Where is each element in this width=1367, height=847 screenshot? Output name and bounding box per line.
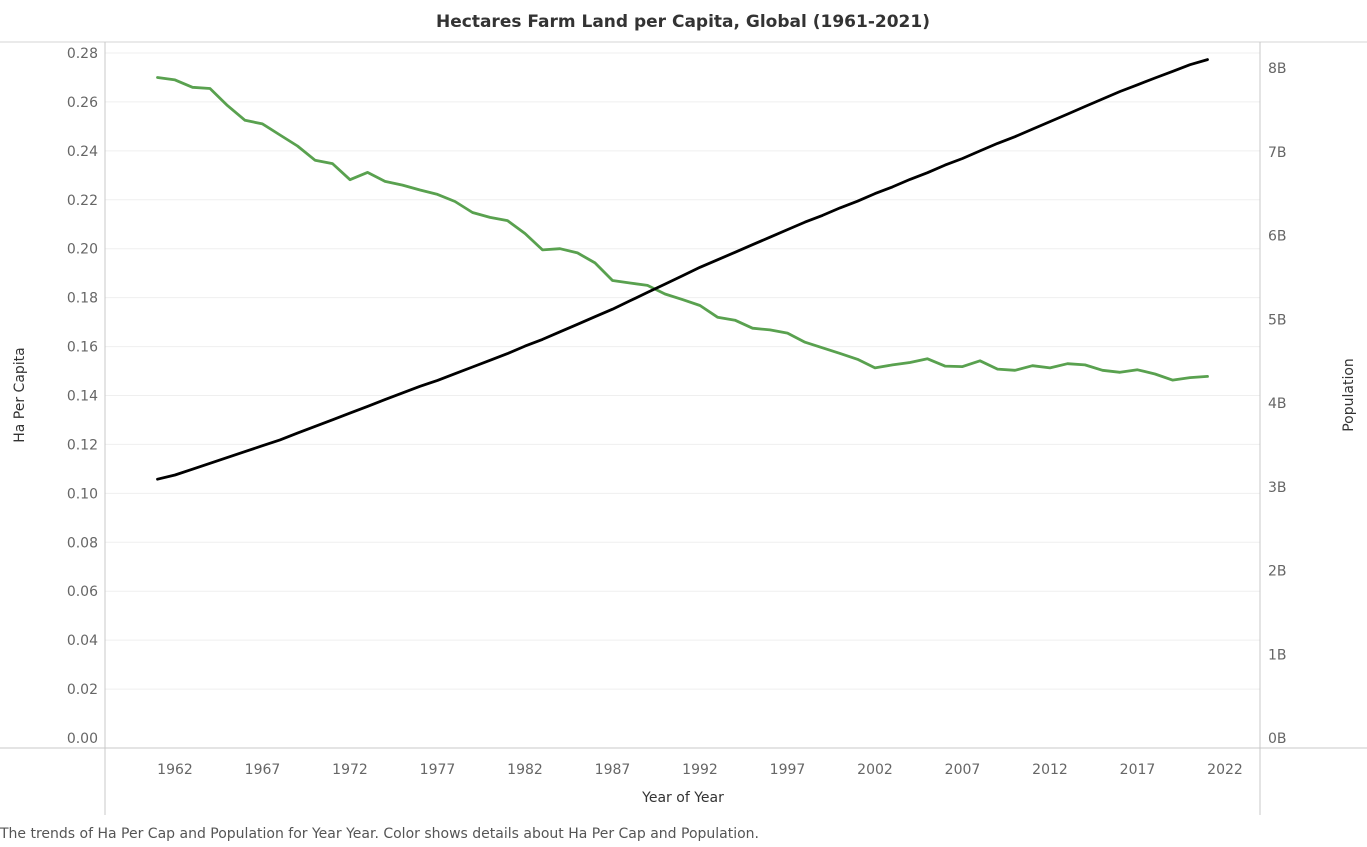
x-tick-label: 2012 <box>1032 762 1068 778</box>
y-tick-label: 0.16 <box>67 340 98 356</box>
x-tick-label: 1972 <box>332 762 368 778</box>
y2-tick-label: 3B <box>1268 480 1287 496</box>
x-tick-label: 1997 <box>770 762 806 778</box>
y-tick-label: 0.26 <box>67 95 98 111</box>
y2-tick-label: 6B <box>1268 229 1287 245</box>
x-tick-label: 1987 <box>595 762 631 778</box>
ha-per-capita-line <box>156 76 1209 382</box>
x-tick-label: 1977 <box>420 762 456 778</box>
chart-caption: The trends of Ha Per Cap and Population … <box>0 826 760 842</box>
y-tick-label: 0.28 <box>67 46 98 62</box>
x-tick-label: 1967 <box>245 762 281 778</box>
y-tick-label: 0.00 <box>67 731 98 747</box>
dual-axis-line-chart: Hectares Farm Land per Capita, Global (1… <box>0 12 1367 815</box>
y-tick-label: 0.14 <box>67 389 98 405</box>
y-tick-label: 0.18 <box>67 291 98 307</box>
y-tick-label: 0.06 <box>67 584 98 600</box>
x-tick-label: 1992 <box>682 762 718 778</box>
x-tick-label: 1982 <box>507 762 543 778</box>
y2-tick-label: 1B <box>1268 647 1287 663</box>
y-tick-label: 0.12 <box>67 437 98 453</box>
x-axis-label: Year of Year <box>641 790 724 806</box>
x-axis-ticks: 1962 1967 1972 1977 1982 1987 1992 1997 2002 2007… <box>157 762 1243 778</box>
y-tick-label: 0.02 <box>67 682 98 698</box>
y2-tick-label: 5B <box>1268 312 1287 328</box>
y2-tick-label: 7B <box>1268 145 1287 161</box>
x-tick-label: 1962 <box>157 762 193 778</box>
x-tick-label: 2007 <box>945 762 981 778</box>
right-y-axis-label: Population <box>1341 358 1357 432</box>
chart-title: Hectares Farm Land per Capita, Global (1… <box>436 12 930 32</box>
x-tick-label: 2002 <box>857 762 893 778</box>
population-line <box>156 58 1209 481</box>
x-tick-label: 2017 <box>1120 762 1156 778</box>
y2-tick-label: 8B <box>1268 61 1287 77</box>
right-y-axis-ticks: 0B 1B 2B 3B 4B 5B 6B 7B 8B <box>1268 61 1287 747</box>
y2-tick-label: 2B <box>1268 564 1287 580</box>
gridlines <box>105 52 1260 690</box>
y-tick-label: 0.24 <box>67 144 98 160</box>
x-tick-label: 2022 <box>1207 762 1243 778</box>
y-tick-label: 0.10 <box>67 486 98 502</box>
left-y-axis-ticks: 0.00 0.02 0.04 0.06 0.08 0.10 0.12 0.14 0.16 0.18… <box>67 46 98 747</box>
y-tick-label: 0.08 <box>67 535 98 551</box>
y2-tick-label: 4B <box>1268 396 1287 412</box>
y2-tick-label: 0B <box>1268 731 1287 747</box>
left-y-axis-label: Ha Per Capita <box>12 347 28 443</box>
y-tick-label: 0.04 <box>67 633 98 649</box>
series-lines <box>156 58 1209 481</box>
y-tick-label: 0.20 <box>67 242 98 258</box>
y-tick-label: 0.22 <box>67 193 98 209</box>
